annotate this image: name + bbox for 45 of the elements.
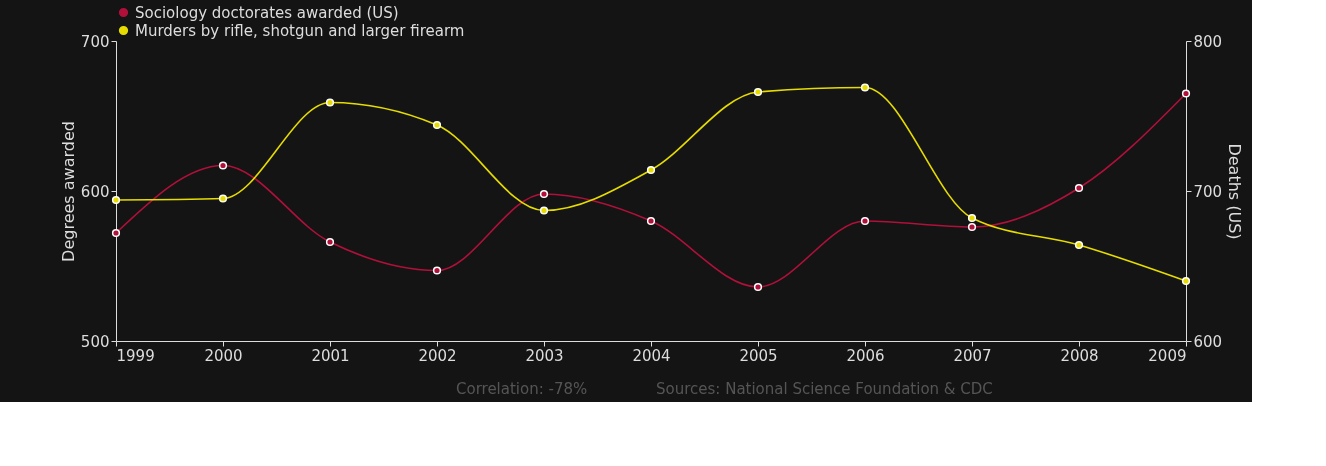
x-tick-label: 2008	[1060, 346, 1099, 365]
point	[860, 83, 870, 92]
y-tick-label: 500	[80, 332, 110, 351]
point	[1181, 89, 1191, 98]
point	[432, 120, 442, 130]
x-tick-label: 2003	[525, 346, 564, 365]
source-note: Sources: National Science Foundation & CDC	[656, 380, 993, 398]
point	[325, 237, 335, 247]
point	[967, 222, 977, 232]
y-axis-title: Degrees awarded	[58, 121, 78, 262]
y2-tick-label: 600	[1193, 332, 1223, 351]
point	[539, 189, 549, 199]
point	[432, 266, 442, 275]
x-tick-label: 2006	[846, 346, 885, 365]
y2-axis-title: Deaths (US)	[1225, 143, 1245, 240]
point	[218, 194, 228, 203]
point	[753, 282, 763, 292]
x-tick-label: 2007	[953, 346, 992, 365]
text: Correlation: -78%	[456, 380, 588, 398]
point	[967, 213, 977, 223]
point	[753, 87, 763, 97]
point	[860, 216, 870, 226]
x-tick-label: 2004	[632, 346, 671, 365]
x-tick-label: 1999	[116, 346, 155, 365]
x-tick-label: 2001	[311, 346, 350, 365]
point	[1074, 183, 1084, 193]
point	[1181, 276, 1191, 286]
y2-tick-label: 700	[1193, 182, 1223, 201]
point	[539, 206, 549, 215]
y-tick-label: 700	[80, 32, 110, 51]
point	[325, 98, 335, 107]
x-tick-label: 2009	[1148, 346, 1187, 365]
y-tick-label: 600	[80, 182, 110, 201]
x-tick-label: 2002	[418, 346, 457, 365]
point	[111, 228, 121, 238]
x-tick-label: 2000	[204, 346, 243, 365]
point	[1074, 240, 1084, 250]
point	[218, 161, 228, 170]
point	[111, 195, 121, 205]
legend-label: Sociology doctorates awarded (US)	[135, 3, 399, 22]
y2-tick-label: 800	[1193, 32, 1223, 51]
legend-label: Murders by rifle, shotgun and larger firearm	[135, 21, 465, 40]
point	[646, 216, 656, 226]
point	[646, 165, 656, 175]
x-tick-label: 2005	[739, 346, 778, 365]
